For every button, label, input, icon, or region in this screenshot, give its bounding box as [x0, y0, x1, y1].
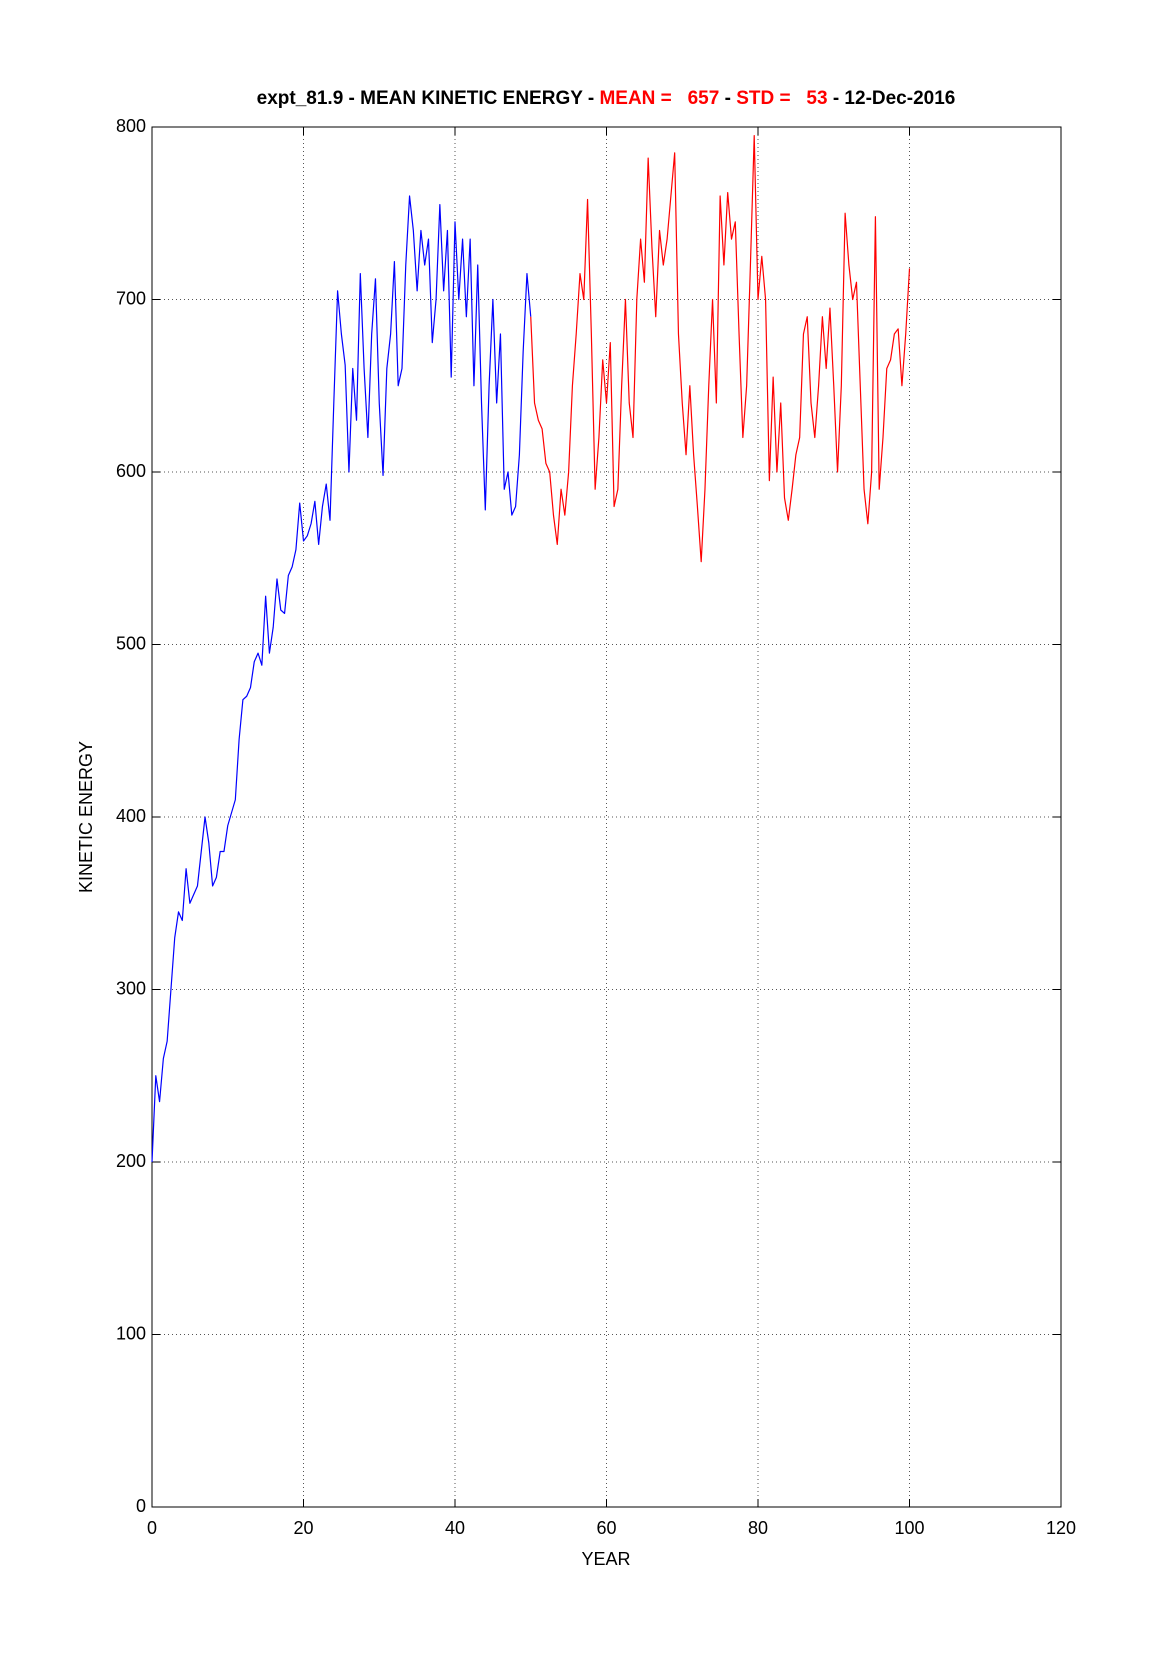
title-segment: STD = 53	[736, 88, 827, 109]
y-tick-label: 500	[116, 633, 146, 653]
chart-title: expt_81.9 - MEAN KINETIC ENERGY - MEAN =…	[257, 88, 956, 109]
x-tick-label: 40	[445, 1518, 465, 1538]
y-tick-label: 0	[136, 1496, 146, 1516]
title-segment: -	[719, 88, 736, 109]
y-tick-label: 700	[116, 288, 146, 308]
x-tick-label: 100	[894, 1518, 924, 1538]
data-line	[151, 195, 532, 1163]
x-tick-label: 20	[293, 1518, 313, 1538]
y-tick-label: 600	[116, 461, 146, 481]
title-segment: MEAN = 657	[599, 88, 719, 109]
x-tick-label: 0	[147, 1518, 157, 1538]
y-tick-label: 300	[116, 978, 146, 998]
x-tick-label: 80	[748, 1518, 768, 1538]
data-line	[530, 135, 911, 563]
y-tick-label: 200	[116, 1151, 146, 1171]
x-axis-label: YEAR	[581, 1549, 630, 1569]
y-tick-label: 800	[116, 116, 146, 136]
x-tick-label: 120	[1046, 1518, 1076, 1538]
title-segment: expt_81.9 - MEAN KINETIC ENERGY -	[257, 88, 600, 109]
plot-frame	[151, 126, 1062, 1508]
x-tick-label: 60	[596, 1518, 616, 1538]
y-axis-label: KINETIC ENERGY	[76, 741, 96, 893]
y-tick-label: 400	[116, 806, 146, 826]
title-segment: - 12-Dec-2016	[828, 88, 956, 109]
y-tick-label: 100	[116, 1323, 146, 1343]
